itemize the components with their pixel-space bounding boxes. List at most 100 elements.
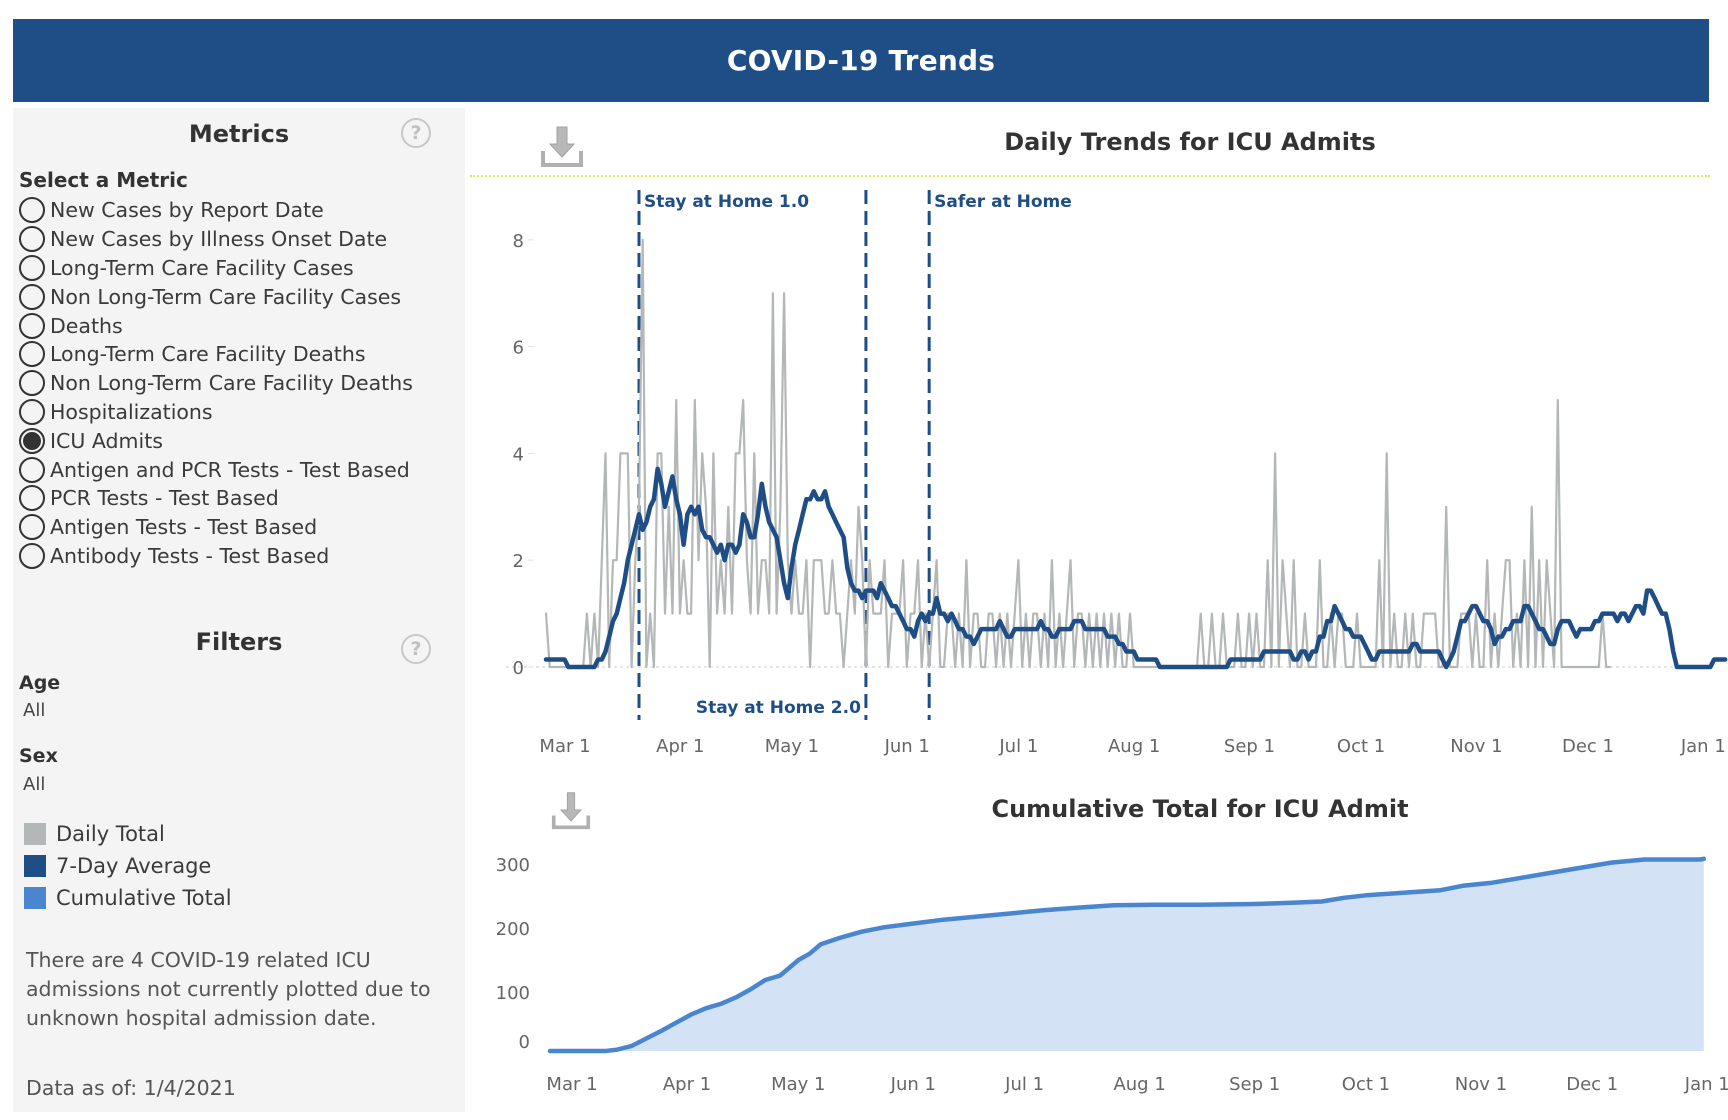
download-icon[interactable] [540, 124, 584, 168]
legend-item-daily-total: Daily Total [24, 818, 232, 850]
radio-dot [23, 431, 41, 450]
metric-label: Non Long-Term Care Facility Deaths [50, 371, 413, 396]
annotation-label: Stay at Home 2.0 [696, 698, 861, 718]
y-tick-label: 4 [513, 444, 524, 465]
x-tick-label: Sep 1 [1224, 736, 1275, 757]
filter-age-value[interactable]: All [23, 700, 46, 721]
help-icon[interactable]: ? [401, 634, 431, 664]
metric-radio-icu-admits[interactable]: ICU Admits [19, 426, 413, 455]
metric-radio-non-long-term-care-facility-cases[interactable]: Non Long-Term Care Facility Cases [19, 282, 413, 311]
legend: Daily Total 7-Day Average Cumulative Tot… [24, 818, 232, 914]
y-tick-label: 0 [513, 658, 524, 679]
radio-unchecked-icon[interactable] [19, 254, 45, 281]
x-tick-label: May 1 [771, 1074, 825, 1095]
legend-label: Daily Total [56, 822, 165, 846]
metric-radio-new-cases-by-report-date[interactable]: New Cases by Report Date [19, 196, 413, 225]
x-tick-label: Dec 1 [1562, 736, 1614, 757]
dashboard-title: COVID-19 Trends [726, 44, 996, 77]
x-tick-label: May 1 [765, 736, 819, 757]
y-tick-label: 0 [519, 1032, 530, 1053]
metric-radio-long-term-care-facility-cases[interactable]: Long-Term Care Facility Cases [19, 254, 413, 283]
metric-radio-list: New Cases by Report Date New Cases by Ill… [19, 196, 413, 570]
filters-title: Filters [195, 628, 283, 656]
x-tick-label: Apr 1 [656, 736, 704, 757]
x-tick-label: Apr 1 [663, 1074, 711, 1095]
x-tick-label: Jun 1 [890, 1074, 936, 1095]
legend-swatch [24, 855, 46, 877]
metric-label: New Cases by Illness Onset Date [50, 227, 388, 252]
metric-label: Non Long-Term Care Facility Cases [50, 284, 402, 309]
metric-radio-antigen-tests-test-based[interactable]: Antigen Tests - Test Based [19, 513, 413, 542]
metric-label: PCR Tests - Test Based [50, 486, 279, 511]
x-tick-label: Dec 1 [1566, 1074, 1618, 1095]
radio-unchecked-icon[interactable] [19, 341, 45, 368]
metric-radio-non-long-term-care-facility-deaths[interactable]: Non Long-Term Care Facility Deaths [19, 369, 413, 398]
annotation-label: Safer at Home [934, 192, 1072, 212]
metric-label: Deaths [50, 313, 123, 338]
metric-label: Long-Term Care Facility Deaths [50, 342, 366, 367]
filter-sex-value[interactable]: All [23, 774, 46, 795]
metric-radio-pcr-tests-test-based[interactable]: PCR Tests - Test Based [19, 484, 413, 513]
daily-total-line [544, 238, 1612, 669]
x-tick-label: Sep 1 [1229, 1074, 1280, 1095]
radio-unchecked-icon[interactable] [19, 283, 45, 310]
metric-radio-hospitalizations[interactable]: Hospitalizations [19, 398, 413, 427]
divider [470, 175, 1710, 177]
download-icon[interactable] [551, 790, 591, 830]
x-tick-label: Aug 1 [1108, 736, 1160, 757]
cumulative-area [550, 858, 1704, 1051]
metric-label: ICU Admits [50, 428, 163, 453]
y-tick-label: 6 [513, 338, 524, 359]
metric-label: Antigen and PCR Tests - Test Based [50, 457, 410, 482]
sidebar: Metrics ? Select a Metric New Cases by R… [13, 108, 465, 1112]
unplotted-note: There are 4 COVID-19 related ICU admissi… [26, 948, 431, 1030]
radio-checked-icon[interactable] [19, 427, 45, 454]
dashboard-header: COVID-19 Trends [13, 19, 1709, 102]
x-tick-label: Jul 1 [998, 736, 1038, 757]
radio-unchecked-icon[interactable] [19, 226, 45, 253]
select-metric-label: Select a Metric [19, 168, 188, 192]
metric-label: Antigen Tests - Test Based [50, 515, 318, 540]
radio-unchecked-icon[interactable] [19, 398, 45, 425]
legend-label: 7-Day Average [56, 854, 212, 878]
metrics-title: Metrics [188, 120, 290, 148]
legend-swatch [24, 823, 46, 845]
y-tick-label: 300 [496, 855, 530, 876]
y-tick-label: 2 [513, 551, 524, 572]
radio-unchecked-icon[interactable] [19, 197, 45, 224]
metric-label: Long-Term Care Facility Cases [50, 255, 354, 280]
y-tick-label: 200 [496, 919, 530, 940]
data-as-of: Data as of: 1/4/2021 [26, 1076, 236, 1100]
x-tick-label: Mar 1 [539, 736, 590, 757]
metric-radio-long-term-care-facility-deaths[interactable]: Long-Term Care Facility Deaths [19, 340, 413, 369]
seven-day-average-line [543, 466, 1728, 670]
help-icon[interactable]: ? [401, 118, 431, 148]
radio-unchecked-icon[interactable] [19, 456, 45, 483]
x-tick-label: Jun 1 [884, 736, 930, 757]
radio-unchecked-icon[interactable] [19, 370, 45, 397]
radio-unchecked-icon[interactable] [19, 485, 45, 512]
x-tick-label: Jul 1 [1004, 1074, 1044, 1095]
cumulative-chart-title: Cumulative Total for ICU Admit [991, 795, 1409, 823]
x-tick-label: Mar 1 [546, 1074, 597, 1095]
y-tick-label: 8 [513, 231, 524, 252]
radio-unchecked-icon[interactable] [19, 514, 45, 541]
x-tick-label: Nov 1 [1455, 1074, 1507, 1095]
x-tick-label: Oct 1 [1342, 1074, 1390, 1095]
x-tick-label: Nov 1 [1450, 736, 1502, 757]
x-tick-label: Aug 1 [1113, 1074, 1165, 1095]
radio-unchecked-icon[interactable] [19, 542, 45, 569]
y-tick-label: 100 [496, 983, 530, 1004]
x-tick-label: Oct 1 [1337, 736, 1385, 757]
x-tick-label: Jan 1 [1684, 1074, 1728, 1095]
x-tick-label: Jan 1 [1680, 736, 1726, 757]
metric-radio-new-cases-by-illness-onset-date[interactable]: New Cases by Illness Onset Date [19, 225, 413, 254]
metric-radio-antigen-and-pcr-tests-test-based[interactable]: Antigen and PCR Tests - Test Based [19, 455, 413, 484]
filter-age-label: Age [19, 672, 61, 694]
metric-radio-deaths[interactable]: Deaths [19, 311, 413, 340]
metric-label: Antibody Tests - Test Based [50, 543, 330, 568]
radio-unchecked-icon[interactable] [19, 312, 45, 339]
metric-radio-antibody-tests-test-based[interactable]: Antibody Tests - Test Based [19, 542, 413, 571]
filter-sex-label: Sex [19, 745, 58, 767]
